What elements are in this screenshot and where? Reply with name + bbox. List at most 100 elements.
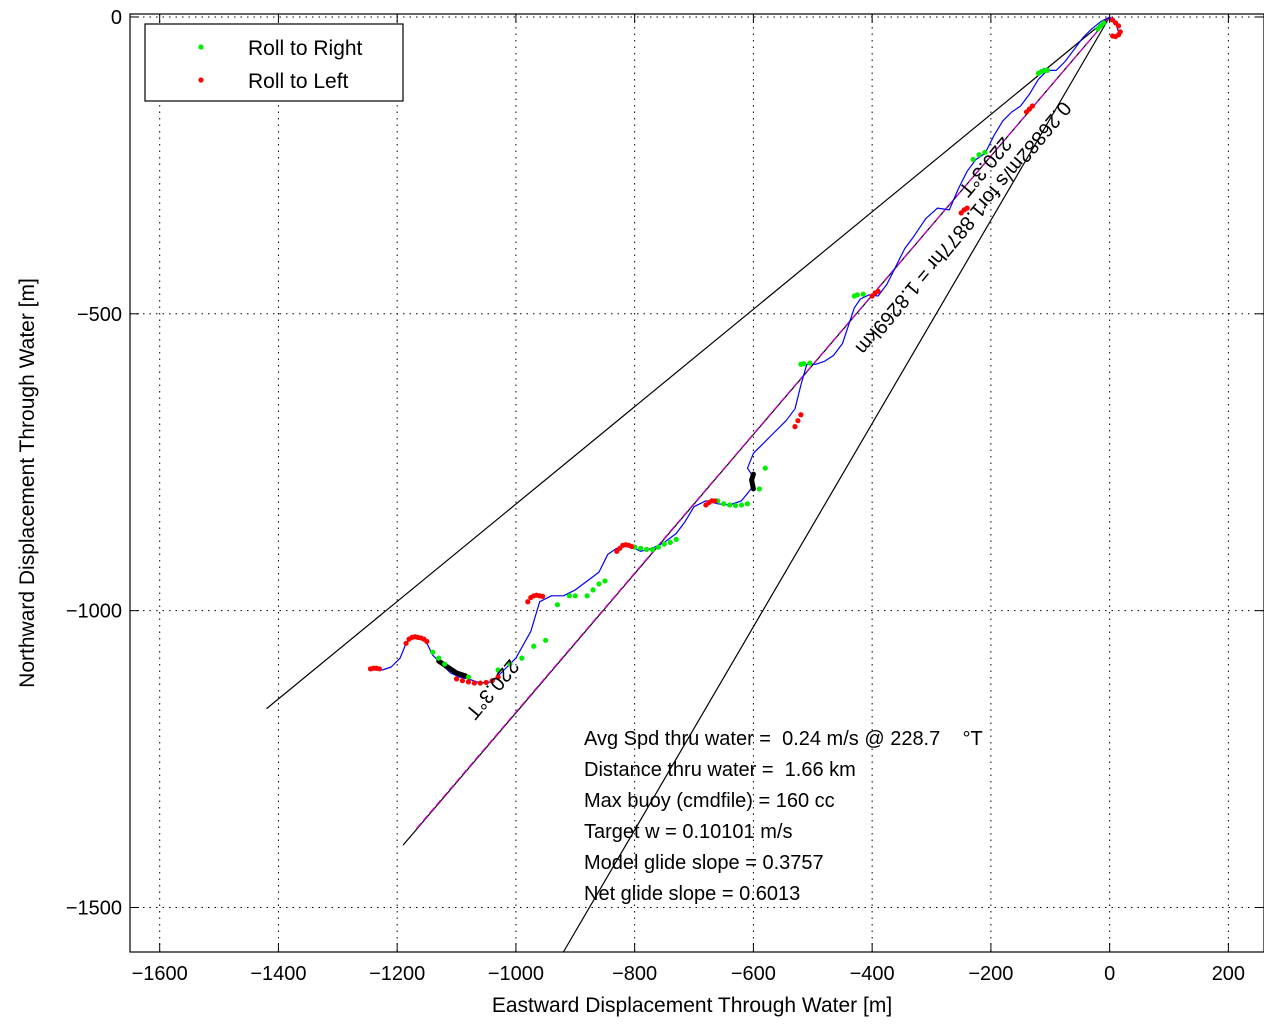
- x-tick-label: −1200: [369, 963, 425, 985]
- heading-line-path: [414, 16, 1111, 831]
- roll-right-point: [442, 661, 448, 667]
- x-axis-ticks: −1600 −1400 −1200 −1000 −800 −600 −400 −200 0 200: [132, 14, 1245, 985]
- roll-right-point: [554, 602, 561, 608]
- roll-left-point: [459, 678, 466, 684]
- reference-line: [266, 16, 1110, 710]
- roll-right-point: [655, 544, 662, 550]
- legend-label-roll-right: Roll to Right: [248, 37, 363, 60]
- roll-left-point: [489, 678, 495, 684]
- roll-left-point: [376, 666, 382, 672]
- roll-left-point: [1110, 33, 1116, 39]
- roll-right-point: [519, 655, 525, 661]
- roll-left-point: [471, 680, 477, 686]
- stat-model-glide-slope: Model glide slope = 0.3757: [584, 852, 824, 874]
- roll-left-point: [525, 599, 531, 605]
- x-tick-label: 0: [1104, 963, 1115, 985]
- roll-right-point: [854, 292, 860, 298]
- roll-right-point: [430, 649, 436, 655]
- roll-right-point: [667, 539, 673, 545]
- roll-right-point: [602, 578, 608, 584]
- x-tick-label: 200: [1212, 963, 1245, 985]
- y-tick-label: −500: [77, 304, 122, 326]
- x-tick-label: −1600: [132, 963, 188, 985]
- plot-area: [130, 14, 1264, 952]
- reference-line: [562, 16, 1111, 953]
- stall-segment: [749, 471, 756, 492]
- x-tick-label: −200: [968, 963, 1013, 985]
- roll-left-point: [483, 679, 489, 686]
- roll-left-point: [1029, 103, 1036, 109]
- roll-right-point: [982, 149, 988, 155]
- stat-avg-speed: Avg Spd thru water = 0.24 m/s @ 228.7 °T: [584, 728, 983, 750]
- roll-right-point: [495, 667, 501, 673]
- roll-left-point: [1115, 23, 1122, 29]
- y-axis-label: Northward Displacement Through Water [m]: [16, 278, 39, 688]
- roll-right-point: [649, 546, 656, 553]
- grid-lines: [130, 14, 1264, 952]
- stats-box: Avg Spd thru water = 0.24 m/s @ 228.7 °T…: [584, 728, 983, 905]
- roll-right-point: [801, 361, 807, 367]
- x-tick-label: −1400: [250, 963, 306, 985]
- roll-left-point: [465, 679, 472, 685]
- roll-right-point: [1101, 20, 1107, 26]
- roll-right-point: [584, 593, 590, 599]
- roll-right-point: [756, 486, 762, 492]
- roll-right-point: [860, 291, 866, 297]
- roll-right-point: [543, 637, 549, 643]
- y-axis-ticks: 0 −500 −1000 −1500: [66, 7, 1264, 919]
- roll-right-point: [744, 501, 751, 507]
- roll-left-point: [477, 680, 483, 686]
- x-tick-label: −1000: [488, 963, 544, 985]
- roll-left-point: [712, 498, 718, 504]
- roll-right-point: [596, 581, 602, 587]
- roll-markers: [367, 17, 1123, 686]
- roll-left-point: [540, 593, 546, 599]
- roll-left-point: [795, 418, 801, 424]
- stat-net-glide-slope: Net glide slope = 0.6013: [584, 883, 800, 905]
- roll-left-point: [964, 205, 970, 211]
- roll-right-point: [1044, 67, 1050, 73]
- roll-right-point: [673, 536, 679, 542]
- roll-right-point: [661, 541, 667, 547]
- roll-right-point: [807, 360, 813, 366]
- roll-right-point: [643, 546, 650, 553]
- x-tick-label: −400: [850, 963, 895, 985]
- roll-right-point: [572, 593, 578, 599]
- roll-left-point: [875, 288, 881, 294]
- roll-right-point: [637, 545, 644, 551]
- legend-box: [144, 23, 404, 102]
- roll-right-point: [507, 661, 513, 667]
- roll-left-point: [798, 412, 804, 418]
- roll-right-point: [976, 152, 982, 158]
- roll-right-point: [727, 502, 733, 508]
- y-tick-label: −1500: [66, 897, 122, 919]
- roll-right-point: [566, 593, 572, 599]
- legend-marker-roll-left: [198, 77, 204, 83]
- stat-target-w: Target w = 0.10101 m/s: [584, 821, 792, 843]
- stat-distance: Distance thru water = 1.66 km: [584, 759, 856, 781]
- roll-right-point: [738, 502, 745, 508]
- x-tick-label: −600: [731, 963, 776, 985]
- roll-right-point: [436, 655, 442, 661]
- roll-right-point: [762, 465, 768, 471]
- roll-left-point: [424, 638, 430, 645]
- roll-right-point: [721, 501, 727, 507]
- roll-left-point: [453, 676, 460, 682]
- roll-right-point: [531, 643, 537, 649]
- roll-left-point: [792, 424, 798, 430]
- roll-right-point: [732, 502, 739, 509]
- roll-left-point: [495, 674, 501, 680]
- y-tick-label: 0: [111, 7, 122, 29]
- y-tick-label: −1000: [66, 601, 122, 623]
- roll-right-point: [970, 156, 976, 163]
- x-tick-label: −800: [612, 963, 657, 985]
- legend: Roll to Right Roll to Left: [144, 23, 404, 102]
- roll-right-point: [590, 587, 596, 593]
- heading-line: [414, 16, 1111, 831]
- roll-right-point: [465, 674, 472, 680]
- x-axis-label: Eastward Displacement Through Water [m]: [492, 994, 892, 1017]
- legend-marker-roll-right: [198, 44, 204, 50]
- plot-frame: [129, 13, 1264, 953]
- legend-label-roll-left: Roll to Left: [248, 70, 349, 93]
